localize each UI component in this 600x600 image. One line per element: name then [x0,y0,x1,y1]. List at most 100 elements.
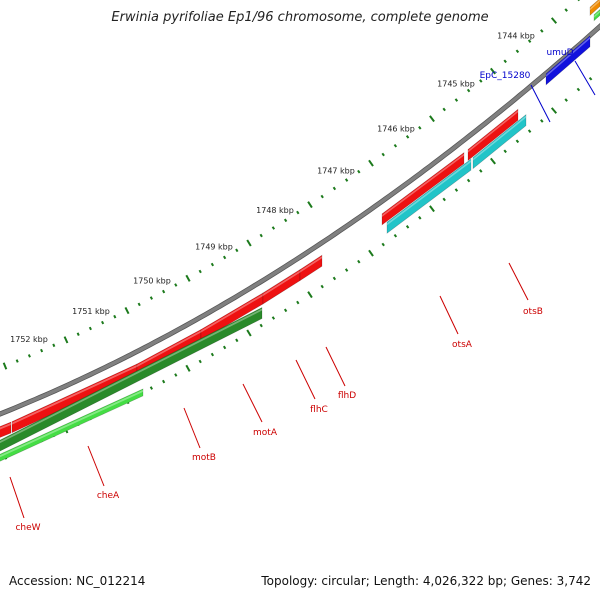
tick-label: 1746 kbp [377,124,415,133]
otsb-leader-line [508,262,529,301]
tick-label: 1745 kbp [437,79,475,88]
ots-track [472,114,527,170]
inner-tick [405,225,410,229]
mota-leader-line [242,383,263,423]
umud-label: umuD [546,48,573,58]
outer-tick [405,135,410,139]
green-feature-highlight [594,10,600,18]
outer-tick [246,239,252,247]
flhc-label: flhC [310,405,328,415]
inner-tick [185,364,191,372]
chea-leader-line [87,445,105,487]
outer-tick [515,49,520,54]
outer-tick [76,332,80,336]
flhc-leader-line [295,359,316,400]
orange-feature-highlight [590,0,600,11]
inner-tick [149,386,153,390]
inner-tick [503,149,507,154]
inner-tick [381,242,385,247]
inner-tick [210,352,215,357]
flhd-label: flhD [338,391,356,401]
inner-tick [344,268,349,272]
tick-label: 1748 kbp [256,206,294,215]
mota-label: motA [253,428,278,438]
inner-tick [564,98,568,102]
outer-tick [283,218,288,223]
inner-tick [393,233,398,238]
outer-tick [357,169,361,174]
tick-label: 1749 kbp [195,243,233,252]
inner-tick [540,119,544,123]
inner-tick [235,338,239,343]
inner-tick [296,300,300,305]
outer-tick [271,226,276,230]
outer-tick [320,194,324,199]
inner-tick [490,157,496,165]
motb-leader-line [183,407,201,449]
forward-cds [299,254,323,282]
inner-tick [283,308,288,313]
ots-track-highlight [387,160,471,226]
inner-tick [174,373,178,377]
forward-cds-highlight [263,270,300,296]
ots-track [386,158,472,234]
tick-label: 1752 kbp [10,335,48,344]
inner-tick [550,107,558,114]
tick-label: 1750 kbp [133,277,171,286]
outer-tick [344,178,349,182]
accession-text: Accession: NC_012214 [9,574,146,588]
outer-tick [466,88,471,93]
inner-tick [429,205,435,213]
inner-tick [576,87,581,92]
outer-tick [198,269,202,274]
inner-tick [307,291,313,299]
outer-tick [137,302,141,307]
inner-tick [162,379,166,384]
outer-tick [490,67,496,75]
outer-tick [418,126,422,130]
outer-tick [210,262,215,267]
blue-feature-highlight [546,36,590,77]
inner-tick [454,188,459,192]
outer-tick [332,186,337,191]
outer-tick [162,289,166,294]
outer-tick [429,115,435,123]
topology-text: Topology: circular; Length: 4,026,322 bp… [261,574,591,588]
outer-tick [540,29,544,33]
inner-tick [479,169,483,173]
inner-tick [442,197,446,202]
epc_15280-leader-line [530,84,551,123]
outer-tick [185,274,191,282]
inner-tick [332,276,337,281]
outer-tick [307,201,313,209]
inner-tick [259,323,263,328]
backbone-shadow [0,23,600,417]
motb-label: motB [192,453,216,463]
inner-tick [271,316,276,320]
outer-tick [527,39,532,43]
forward-cds-highlight [468,110,518,153]
outer-tick [63,336,69,344]
chew-leader-line [9,476,25,519]
reverse-cds-highlight [0,308,262,444]
outer-tick [576,0,581,2]
chea-label: cheA [97,491,120,501]
outer-tick [113,314,117,319]
forward-cds-highlight [137,330,201,368]
inner-tick [418,216,422,220]
outer-tick [222,255,227,260]
umud-leader-line [574,60,596,96]
forward-cds-highlight [0,423,11,430]
forward-cds [467,108,519,162]
inner-tick [357,259,361,264]
tick-label: 1747 kbp [317,166,355,175]
outer-tick [296,210,300,215]
inner-tick [198,359,202,364]
outer-tick [2,362,8,370]
outer-tick [149,296,153,300]
tick-label: 1751 kbp [72,307,110,316]
flhd-leader-line [325,346,346,387]
blue-feature [545,35,591,86]
inner-tick [320,284,324,289]
inner-tick [368,249,374,257]
